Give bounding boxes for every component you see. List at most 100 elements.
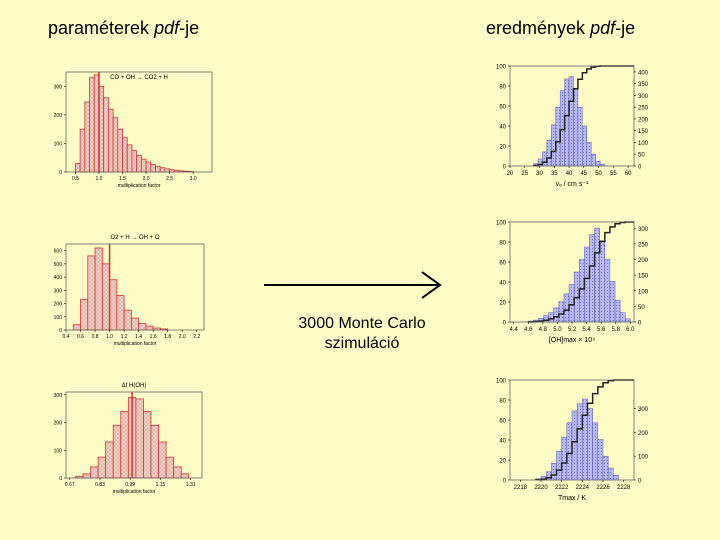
y-tick-label: 60: [499, 261, 506, 267]
hist-bar: [116, 295, 125, 331]
y2-tick-label: 150: [638, 129, 649, 135]
hist-bar: [72, 324, 81, 331]
y2-tick-label: 150: [638, 274, 649, 280]
hist-bar: [164, 168, 171, 173]
chart-title: O2 + H → OH + O: [110, 235, 159, 241]
hist-bar: [558, 301, 565, 323]
x-tick-label: 1.8: [164, 334, 171, 340]
x-tick-label: 4.8: [539, 327, 548, 333]
x-axis-label: vₑ / cm s⁻¹: [556, 181, 589, 188]
x-tick-label: 0.5: [72, 176, 79, 182]
hist-bar: [604, 259, 611, 323]
hist-bar: [553, 307, 560, 323]
hist-bar: [568, 284, 575, 323]
x-tick-label: 25: [521, 171, 528, 177]
chart-title: CO + OH → CO2 + H: [110, 75, 168, 81]
hist-bar: [159, 167, 166, 173]
hist-bar: [109, 279, 118, 331]
y-tick-label: 80: [499, 399, 506, 405]
hist-bar: [597, 439, 604, 481]
hist-bar: [619, 312, 626, 323]
cdf-staircase-line: [527, 221, 634, 323]
chart-right-1: 20 25 30 35 40 45 50 55 600204060801000501001502…: [496, 65, 649, 189]
hist-bar: [592, 422, 599, 481]
left-heading: paraméterek pdf-je: [48, 18, 199, 39]
y-tick-label: 0: [59, 170, 62, 176]
hist-bar: [571, 410, 578, 481]
plot-frame: [65, 243, 205, 331]
x-tick-label: 0.8: [92, 334, 99, 340]
x-tick-label: 55: [610, 171, 617, 177]
hist-bar: [150, 424, 159, 479]
x-tick-label: 5.4: [582, 327, 591, 333]
y2-tick-label: 350: [638, 82, 649, 88]
hist-bar: [117, 128, 123, 173]
y-tick-label: 40: [499, 439, 506, 445]
hist-bar: [584, 246, 590, 323]
y-tick-label: 40: [499, 125, 506, 131]
hist-bar: [594, 228, 600, 323]
x-tick-label: 2220: [534, 485, 548, 491]
x-tick-label: 2.0: [143, 176, 150, 182]
process-arrow-head: [421, 271, 442, 299]
y-tick-label: 40: [499, 281, 506, 287]
y-tick-label: 300: [54, 84, 63, 90]
cdf-staircase-line: [532, 65, 634, 167]
chart-title: Δf H(OH): [122, 383, 147, 389]
y-tick-label: 20: [499, 145, 506, 151]
y2-tick-label: 300: [638, 227, 649, 233]
hist-bar: [103, 97, 109, 173]
hist-bar: [576, 403, 583, 481]
x-tick-label: 1.15: [156, 482, 166, 488]
hist-bar: [545, 471, 552, 481]
hist-bar: [82, 473, 91, 479]
y2-tick-label: 100: [638, 455, 649, 461]
x-tick-label: 0.67: [65, 482, 75, 488]
left-heading-italic: pdf: [154, 18, 180, 38]
x-tick-label: 30: [536, 171, 543, 177]
y-tick-label: 20: [499, 301, 506, 307]
hist-bar: [582, 125, 588, 167]
x-tick-label: 1.4: [135, 334, 142, 340]
hist-bar: [155, 165, 161, 173]
y-tick-label: 0: [503, 321, 507, 327]
hist-bar: [590, 153, 596, 167]
x-tick-label: 4.4: [509, 327, 518, 333]
hist-bar: [561, 436, 568, 481]
y2-tick-label: 100: [638, 289, 649, 295]
x-tick-label: 0.83: [95, 482, 105, 488]
hist-bar: [582, 398, 588, 481]
right-heading-text: eredmények: [486, 18, 591, 38]
hist-bar: [105, 441, 114, 479]
y2-tick-label: 50: [638, 305, 645, 311]
cdf-staircase-line: [535, 379, 634, 481]
hist-bar: [94, 247, 103, 331]
hist-bar: [84, 101, 90, 173]
hist-bar: [595, 161, 601, 167]
x-tick-label: 5.6: [597, 327, 606, 333]
y-tick-label: 20: [499, 459, 506, 465]
hist-bar: [97, 456, 107, 479]
hist-bar: [87, 255, 96, 331]
y-tick-label: 300: [54, 288, 63, 294]
x-axis-label: Tmax / K: [558, 495, 586, 502]
process-arrow: [264, 271, 442, 299]
hist-bar: [79, 128, 86, 173]
hist-bar: [112, 424, 122, 479]
x-tick-label: 0.4: [63, 334, 70, 340]
right-heading-suffix: -je: [615, 18, 636, 38]
y2-tick-label: 250: [638, 106, 649, 112]
x-tick-label: 2.0: [179, 334, 186, 340]
chart-left-1: 0.5 1.0 1.5 2.0 2.5 3.0 0 100 200 300 multiplicati…: [54, 71, 213, 189]
y-tick-label: 500: [54, 262, 63, 268]
x-tick-label: 5.2: [568, 327, 577, 333]
arrow-caption-line2: szimuláció: [324, 335, 400, 352]
x-tick-label: 2226: [596, 485, 610, 491]
y-tick-label: 200: [54, 302, 63, 308]
x-tick-label: 1.0: [106, 334, 113, 340]
hist-bar: [126, 144, 133, 173]
hist-bar: [120, 411, 129, 479]
hist-bar: [624, 318, 631, 323]
plot-frame: [509, 65, 635, 167]
hist-bar: [180, 473, 190, 479]
